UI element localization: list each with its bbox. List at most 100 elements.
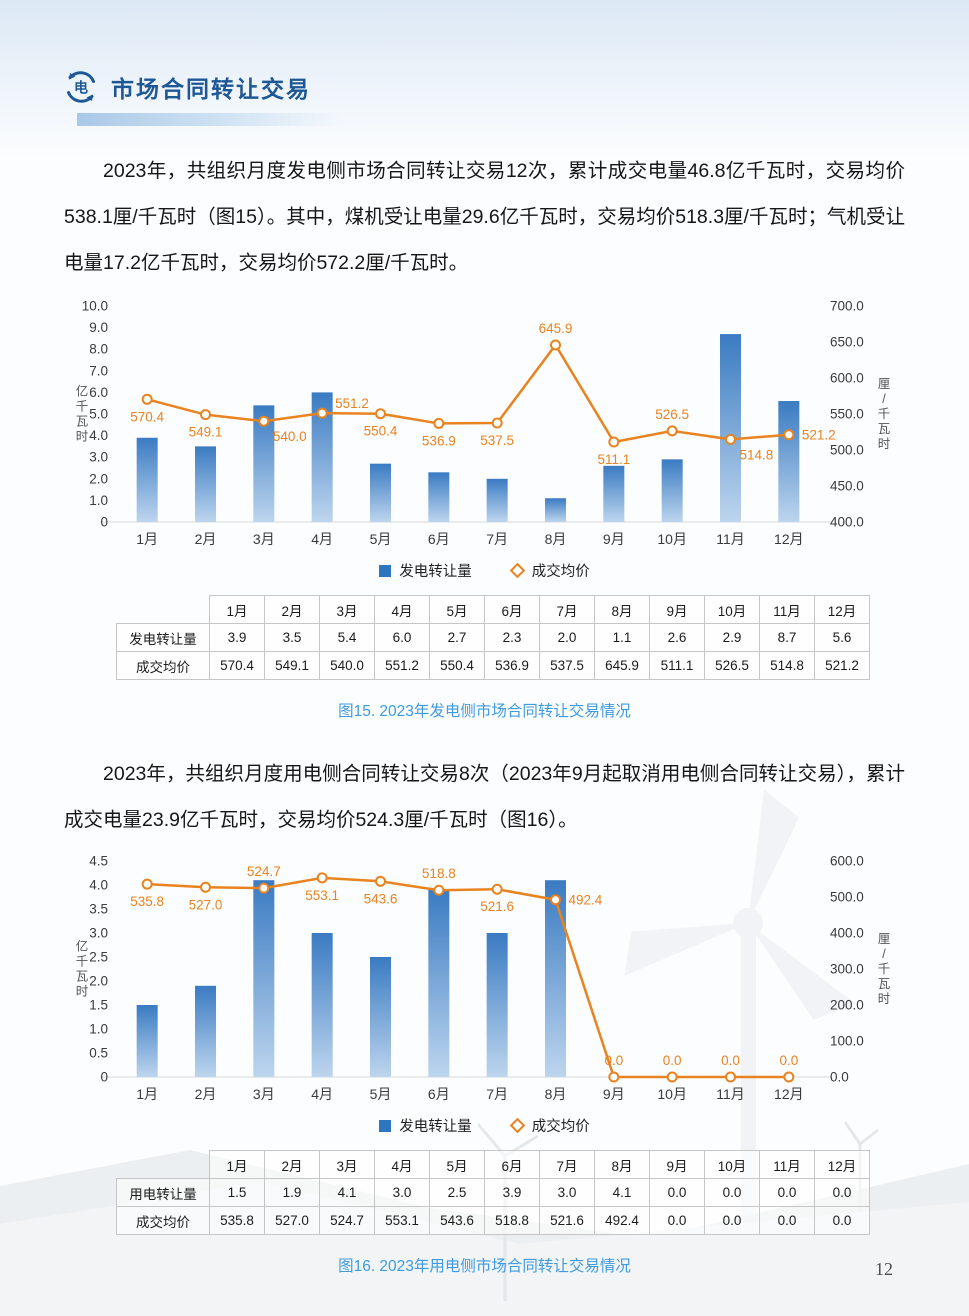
top-gradient-band — [0, 0, 969, 160]
table-col-header: 9月 — [649, 595, 705, 624]
table-header-row: 1月 2月 3月 4月 5月 6月 7月 8月 9月 10月 11月 12月 — [117, 1150, 870, 1179]
right-axis-ticks: 0.0 100.0 200.0 300.0 400.0 500.0 600.0 — [830, 854, 864, 1085]
table-cell: 521.6 — [539, 1206, 595, 1235]
table-col-header: 6月 — [484, 1150, 540, 1179]
svg-text:5月: 5月 — [370, 1086, 392, 1102]
table-cell: 526.5 — [704, 651, 760, 680]
svg-text:11月: 11月 — [716, 1086, 745, 1102]
table-cell: 8.7 — [759, 623, 815, 652]
svg-text:2月: 2月 — [195, 1086, 217, 1102]
svg-text:600.0: 600.0 — [830, 854, 864, 869]
svg-text:4月: 4月 — [311, 531, 333, 547]
line-marker-icon — [509, 1117, 526, 1134]
svg-text:5月: 5月 — [370, 531, 392, 547]
table-col-header: 7月 — [539, 595, 595, 624]
svg-text:0.0: 0.0 — [604, 1053, 623, 1068]
legend-label-line: 成交均价 — [531, 1119, 590, 1135]
table-cell: 518.8 — [484, 1206, 540, 1235]
bar-10月 — [661, 459, 683, 522]
table-col-header: 5月 — [429, 1150, 485, 1179]
table-col-header: 2月 — [264, 1150, 320, 1179]
table-cell: 645.9 — [594, 651, 650, 680]
svg-text:3.0: 3.0 — [89, 926, 108, 941]
table-col-header: 6月 — [484, 595, 540, 624]
bar-4月 — [311, 933, 333, 1077]
bar-9月 — [603, 465, 625, 522]
table-col-header: 10月 — [704, 595, 760, 624]
table-cell: 2.6 — [649, 623, 705, 652]
table-col-header: 3月 — [319, 595, 375, 624]
table-cell: 4.1 — [594, 1178, 650, 1207]
svg-text:540.0: 540.0 — [273, 429, 307, 444]
bar-5月 — [370, 957, 391, 1077]
table-col-header: 11月 — [759, 1150, 815, 1179]
figure-15-block: 0 1.0 2.0 3.0 4.0 5.0 6.0 7.0 8.0 9.0 10.0 400.0 450… — [0, 292, 969, 721]
bars-series — [136, 880, 566, 1077]
table-col-header: 7月 — [539, 1150, 595, 1179]
svg-text:2.0: 2.0 — [89, 974, 108, 989]
table-row-label: 用电转让量 — [116, 1178, 210, 1207]
table-cell: 5.6 — [814, 623, 870, 652]
bar-7月 — [486, 478, 508, 522]
svg-text:9.0: 9.0 — [89, 320, 108, 335]
table-row: 成交均价 535.8 527.0 524.7 553.1 543.6 518.8 521.6 4… — [116, 1206, 870, 1235]
svg-text:4月: 4月 — [311, 1086, 333, 1102]
bar-3月 — [253, 880, 275, 1077]
consumption-side-data-table: 1月 2月 3月 4月 5月 6月 7月 8月 9月 10月 11月 12月 用电转让量 1.5 1.9 4.… — [116, 1150, 870, 1235]
svg-text:1月: 1月 — [136, 531, 158, 547]
svg-text:0.0: 0.0 — [779, 1053, 798, 1068]
table-cell: 2.3 — [484, 623, 540, 652]
table-cell: 570.4 — [209, 651, 265, 680]
table-col-header: 12月 — [814, 595, 870, 624]
svg-text:521.2: 521.2 — [802, 428, 836, 443]
page-number: 12 — [875, 1259, 893, 1279]
table-cell: 1.5 — [209, 1178, 265, 1207]
bar-12月 — [778, 401, 800, 522]
table-cell: 2.9 — [704, 623, 760, 652]
figure-15-caption: 图15. 2023年发电侧市场合同转让交易情况 — [338, 703, 631, 720]
svg-text:4.0: 4.0 — [89, 878, 108, 893]
svg-text:10月: 10月 — [657, 531, 687, 547]
svg-text:543.6: 543.6 — [364, 891, 398, 906]
generation-side-combo-chart: 0 1.0 2.0 3.0 4.0 5.0 6.0 7.0 8.0 9.0 10.0 400.0 450… — [76, 299, 891, 548]
table-cell: 550.4 — [429, 651, 485, 680]
svg-text:3.5: 3.5 — [89, 902, 108, 917]
figure-16-caption: 图16. 2023年用电侧市场合同转让交易情况 — [338, 1258, 631, 1275]
svg-text:6.0: 6.0 — [89, 385, 108, 400]
bar-3月 — [253, 405, 275, 522]
table-row-label: 发电转让量 — [116, 623, 210, 652]
svg-text:524.7: 524.7 — [247, 864, 281, 879]
table-row: 用电转让量 1.5 1.9 4.1 3.0 2.5 3.9 3.0 4.1 0.0 0.0 0.0 0.… — [116, 1178, 870, 1207]
svg-text:2.0: 2.0 — [89, 471, 108, 486]
left-axis-ticks: 0 1.0 2.0 3.0 4.0 5.0 6.0 7.0 8.0 9.0 10.0 — [82, 299, 108, 530]
svg-text:0.0: 0.0 — [830, 1070, 849, 1085]
table-cell: 1.1 — [594, 623, 650, 652]
table-col-header: 10月 — [704, 1150, 760, 1179]
svg-text:1.0: 1.0 — [89, 493, 108, 508]
table-cell: 524.7 — [319, 1206, 375, 1235]
paragraph-generation-side: 2023年，共组织月度发电侧市场合同转让交易12次，累计成交电量46.8亿千瓦时… — [64, 160, 905, 274]
table-cell: 536.9 — [484, 651, 540, 680]
left-axis-title: 亿千瓦时 — [76, 939, 89, 999]
svg-text:6月: 6月 — [428, 1086, 450, 1102]
table-col-header: 3月 — [319, 1150, 375, 1179]
legend-label-bar: 发电转让量 — [399, 1119, 472, 1135]
svg-text:4.0: 4.0 — [89, 428, 108, 443]
table-cell: 2.7 — [429, 623, 485, 652]
svg-text:551.2: 551.2 — [335, 396, 369, 411]
table-cell: 521.2 — [814, 651, 870, 680]
price-line — [147, 876, 789, 1079]
bar-7月 — [486, 933, 508, 1077]
line-marker-icon — [509, 562, 526, 579]
svg-text:1.0: 1.0 — [89, 1022, 108, 1037]
bar-5月 — [370, 463, 391, 522]
legend-item-line: 成交均价 — [509, 560, 590, 581]
table-col-header: 5月 — [429, 595, 485, 624]
bar-8月 — [545, 498, 566, 522]
table-cell: 3.5 — [264, 623, 320, 652]
svg-text:500.0: 500.0 — [830, 443, 864, 458]
table-cell: 3.9 — [209, 623, 265, 652]
bars-series — [136, 334, 800, 522]
svg-text:200.0: 200.0 — [830, 998, 864, 1013]
